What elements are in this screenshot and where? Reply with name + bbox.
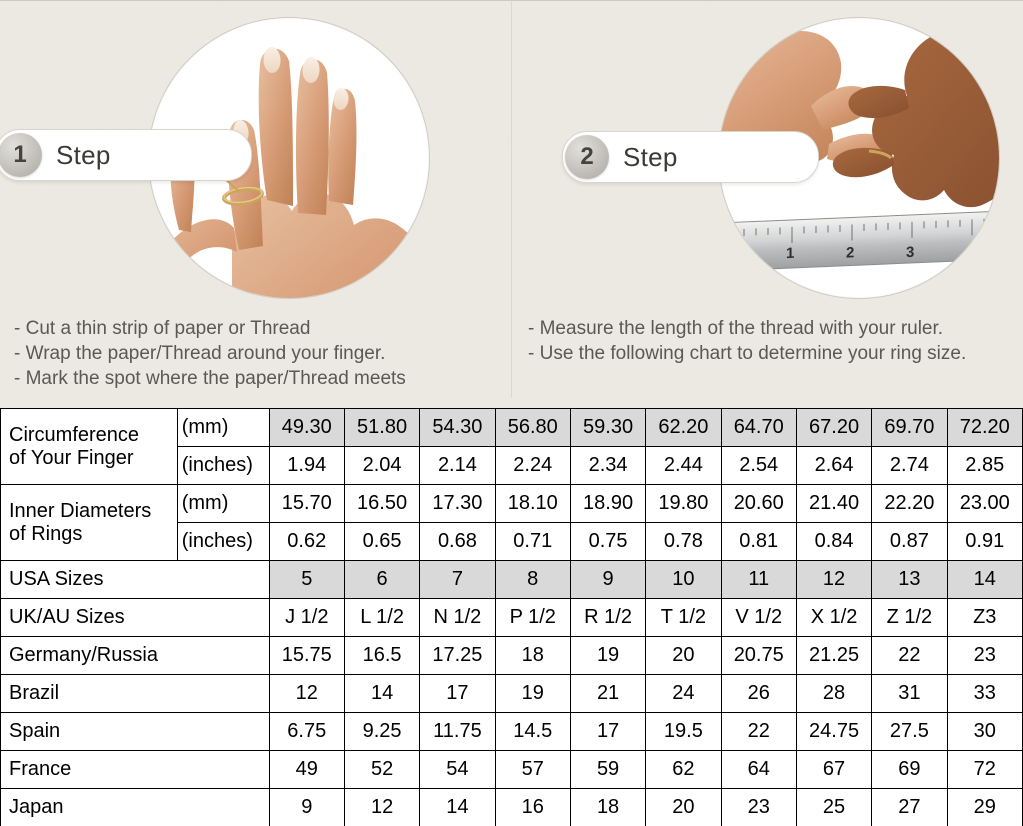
svg-text:1: 1 xyxy=(786,245,794,262)
svg-text:3: 3 xyxy=(906,244,914,261)
svg-text:2: 2 xyxy=(846,244,854,261)
